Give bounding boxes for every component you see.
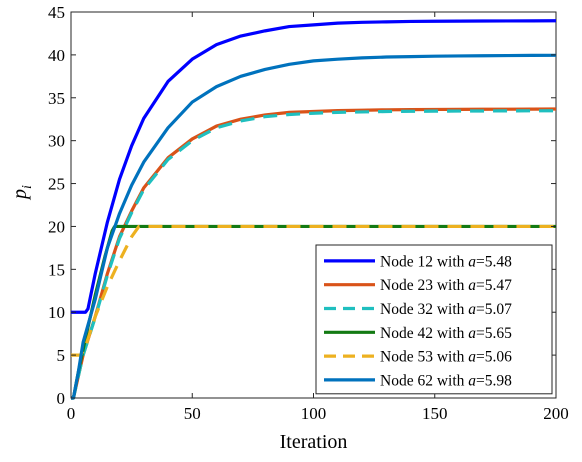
legend-label: Node 23 with a=5.47: [380, 277, 512, 294]
x-tick-label: 200: [543, 404, 569, 423]
axes-layer: 0 50 100 150 200 0 5 10 15 20 25 30 35 40 45: [48, 3, 569, 423]
y-tick-label: 0: [57, 389, 66, 408]
series-line-1: [71, 19, 557, 314]
legend: Node 12 with a=5.48 Node 23 with a=5.47 No…: [315, 244, 553, 395]
y-tick-label: 35: [48, 89, 65, 108]
y-tick-label: 10: [48, 303, 65, 322]
x-tick-label: 150: [422, 404, 448, 423]
x-tick-label: 50: [184, 404, 201, 423]
legend-label: Node 53 with a=5.06: [380, 349, 512, 366]
legend-label: Node 32 with a=5.07: [380, 301, 512, 318]
legend-label: Node 62 with a=5.98: [380, 372, 512, 389]
y-tick-label: 25: [48, 175, 65, 194]
y-tick-label: 30: [48, 132, 65, 151]
y-tick-label: 40: [48, 46, 65, 65]
x-tick-label: 0: [67, 404, 76, 423]
y-tick-label: 15: [48, 260, 65, 279]
x-tick-label: 100: [301, 404, 327, 423]
legend-box: [315, 244, 553, 395]
series-layer: [71, 19, 557, 400]
legend-label: Node 12 with a=5.48: [380, 253, 512, 270]
y-tick-label: 45: [48, 3, 65, 22]
y-tick-label: 5: [57, 346, 66, 365]
x-axis-label: Iteration: [280, 431, 348, 453]
y-axis-label: pi: [9, 185, 35, 201]
series-line-6: [71, 53, 557, 400]
legend-label: Node 42 with a=5.65: [380, 325, 512, 342]
y-tick-label: 20: [48, 217, 65, 236]
